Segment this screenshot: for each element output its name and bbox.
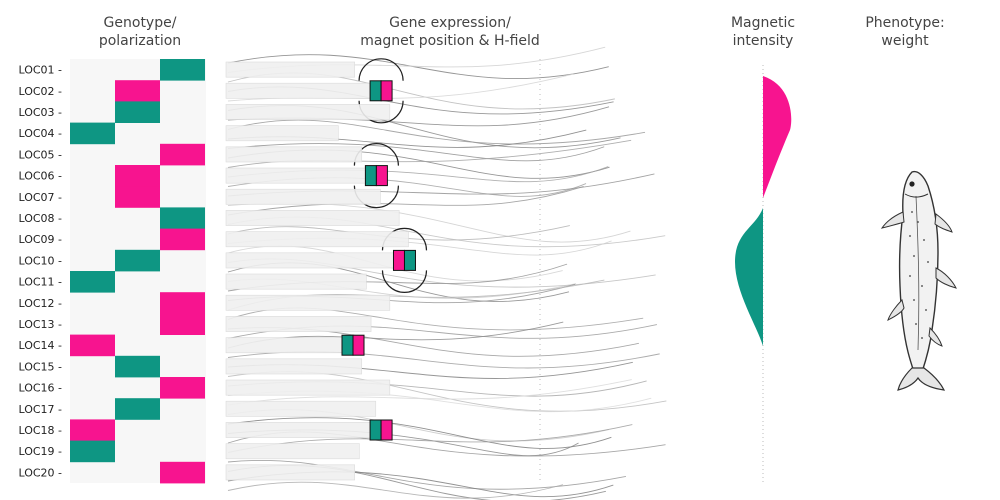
locus-label: LOC11 - [18,276,62,289]
genotype-cell [160,313,205,335]
expression-bar [225,379,391,396]
expression-bar [225,422,372,438]
field-line [227,379,632,406]
expression-panel [225,46,667,500]
fish-illustration [880,170,957,391]
locus-label: LOC09 - [18,233,62,246]
locus-label: LOC17 - [18,403,62,416]
genotype-cell [70,440,115,463]
locus-label: LOC14 - [18,339,62,352]
expression-bar [225,231,409,248]
intensity-lobe-lower [735,208,763,346]
magnet-pole [369,419,382,441]
locus-label: LOC07 - [18,191,62,204]
expression-bar [225,464,355,481]
magnetic-intensity-panel [735,65,792,483]
genotype-cell [160,228,205,251]
genotype-cell [160,59,205,81]
field-line [227,417,612,449]
magnet-pole [364,165,377,187]
genotype-cell [115,355,160,378]
field-line [227,119,646,145]
locus-label: LOC10 - [18,254,62,267]
expression-title: Gene expression/ magnet position & H-fie… [360,15,540,49]
genotype-cell [160,143,205,166]
field-line [227,481,564,499]
genotype-cell [115,165,160,187]
expression-bar [225,273,367,290]
genotype-cell [160,207,205,229]
locus-label: LOC01 - [18,64,62,77]
field-line [227,186,584,216]
expression-bar [225,61,355,78]
locus-label: LOC18 - [18,424,62,437]
expression-bar [225,316,372,332]
locus-label: LOC16 - [18,382,62,395]
genotype-cell [115,80,160,102]
genotype-cell [70,122,115,145]
magnetic-intensity-title: Magnetic intensity [730,15,796,49]
genotype-cell [115,101,160,123]
genotype-cell [160,377,205,399]
locus-label: LOC15 - [18,360,62,373]
locus-label: LOC19 - [18,445,62,458]
expression-bar [225,188,381,205]
locus-label: LOC20 - [18,466,62,479]
genotype-cell [160,292,205,314]
genotype-cell [115,186,160,208]
genotype-cell [70,271,115,293]
expression-bar [225,146,363,163]
genotype-cell [70,419,115,441]
field-loop [381,270,428,293]
genotype-cell [70,334,115,357]
genotype-cell [160,461,205,484]
expression-bar [225,125,339,142]
expression-bar [225,104,391,120]
locus-label: LOC06 - [18,170,62,183]
magnet-pole [380,80,393,102]
expression-bar [225,443,360,460]
field-line [227,459,626,490]
magnet-pole [392,249,405,271]
magnet-pole [380,419,393,441]
magnet-pole [341,334,354,356]
locus-label: LOC02 - [18,85,62,98]
phenotype-title: Phenotype: weight [865,15,945,49]
expression-bar [225,252,395,269]
field-line [227,54,609,79]
magnet-pole [369,80,382,102]
genotype-cell [115,398,160,420]
expression-bar [225,294,391,311]
field-line [227,424,633,453]
expression-bar [225,400,377,417]
field-loop [358,58,404,81]
genotype-title: Genotype/ polarization [98,15,182,49]
intensity-lobe-upper [763,76,792,198]
expression-bar [225,167,367,184]
locus-label: LOC03 - [18,106,62,119]
magnet-pole [403,249,416,271]
locus-label: LOC08 - [18,212,62,225]
expression-bar [225,210,400,226]
expression-bar [225,358,363,375]
locus-label: LOC05 - [18,148,62,161]
expression-bar [225,337,344,354]
locus-label: LOC12 - [18,297,62,310]
genotype-cell [115,249,160,272]
field-line [227,143,605,162]
magnet-pole [375,165,388,187]
locus-label: LOC13 - [18,318,62,331]
expression-bar [225,82,372,99]
locus-label: LOC04 - [18,127,62,140]
magnet-pole [352,334,365,356]
field-lines [227,46,667,500]
genotype-panel: LOC01 - LOC02 - LOC03 - LOC04 - LOC05 - LOC06… [18,59,206,484]
